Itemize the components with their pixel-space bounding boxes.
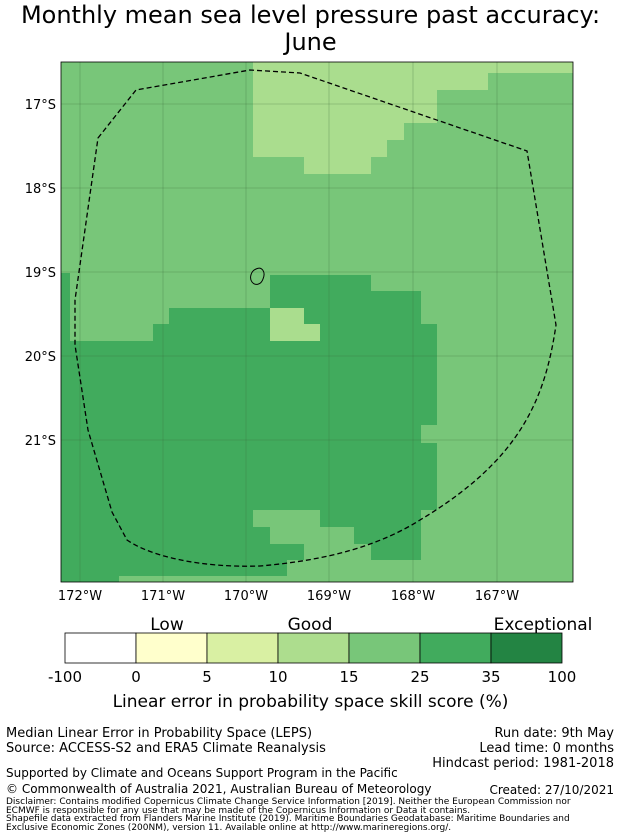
hindcast-period: Hindcast period: 1981-2018 bbox=[432, 756, 614, 771]
colorbar-tick-3: 10 bbox=[268, 668, 287, 686]
metric-description: Median Linear Error in Probability Space… bbox=[6, 726, 313, 741]
lon-label-168w: 168°W bbox=[391, 589, 435, 604]
lon-label-167w: 167°W bbox=[475, 589, 519, 604]
skill-region-south-light-patch bbox=[270, 308, 320, 341]
colorbar-category-low: Low bbox=[150, 615, 184, 635]
run-date: Run date: 9th May bbox=[494, 726, 614, 741]
colorbar-category-good: Good bbox=[288, 615, 333, 635]
lon-label-171w: 171°W bbox=[141, 589, 185, 604]
skill-map: 17°S 18°S 19°S 20°S 21°S 172°W 171°W 170… bbox=[25, 61, 593, 686]
shapefile-line-2: Exclusive Economic Zones (200NM), versio… bbox=[6, 823, 452, 833]
colorbar-tick-0: -100 bbox=[48, 668, 82, 686]
lead-time: Lead time: 0 months bbox=[479, 741, 614, 756]
shapefile-line-1: Shapefile data extracted from Flanders M… bbox=[6, 814, 570, 824]
title-line-2: June bbox=[284, 28, 337, 56]
colorbar-swatch-1 bbox=[135, 632, 208, 664]
colorbar-swatch-6 bbox=[490, 632, 563, 664]
chart-title: Monthly mean sea level pressure past acc… bbox=[0, 2, 621, 56]
skill-region-south-dark bbox=[61, 273, 437, 582]
colorbar-swatch-0 bbox=[64, 632, 137, 664]
lon-label-172w: 172°W bbox=[58, 589, 102, 604]
colorbar-tick-7: 100 bbox=[548, 668, 577, 686]
colorbar-tick-4: 15 bbox=[339, 668, 358, 686]
lat-label-20s: 20°S bbox=[25, 350, 56, 365]
colorbar-category-exceptional: Exceptional bbox=[494, 615, 593, 635]
lat-label-19s: 19°S bbox=[25, 266, 56, 281]
colorbar-tick-1: 0 bbox=[131, 668, 141, 686]
lon-label-170w: 170°W bbox=[224, 589, 268, 604]
created-date: Created: 27/10/2021 bbox=[489, 783, 614, 797]
colorbar-swatch-4 bbox=[348, 632, 421, 664]
lat-label-21s: 21°S bbox=[25, 434, 56, 449]
disclaimer-line-2: ECMWF is responsible for any use that ma… bbox=[6, 806, 471, 816]
colorbar bbox=[64, 632, 563, 664]
colorbar-tick-2: 5 bbox=[202, 668, 212, 686]
disclaimer-line-1: Disclaimer: Contains modified Copernicus… bbox=[6, 797, 571, 807]
lat-label-17s: 17°S bbox=[25, 98, 56, 113]
gridlines bbox=[61, 62, 573, 582]
colorbar-swatch-2 bbox=[206, 632, 279, 664]
colorbar-swatch-5 bbox=[419, 632, 492, 664]
lat-label-18s: 18°S bbox=[25, 182, 56, 197]
title-line-1: Monthly mean sea level pressure past acc… bbox=[20, 1, 601, 29]
colorbar-tick-6: 35 bbox=[481, 668, 500, 686]
eez-boundary bbox=[74, 69, 557, 567]
colorbar-swatch-3 bbox=[277, 632, 350, 664]
island-outline bbox=[250, 267, 265, 285]
support-note: Supported by Climate and Oceans Support … bbox=[6, 766, 398, 780]
data-source: Source: ACCESS-S2 and ERA5 Climate Reana… bbox=[6, 741, 326, 756]
colorbar-tick-5: 25 bbox=[410, 668, 429, 686]
lon-label-169w: 169°W bbox=[307, 589, 351, 604]
copyright-note: © Commonwealth of Australia 2021, Austra… bbox=[6, 782, 432, 796]
colorbar-title: Linear error in probability space skill … bbox=[112, 692, 509, 712]
map-frame bbox=[60, 61, 574, 583]
skill-region-north-light bbox=[253, 62, 573, 174]
